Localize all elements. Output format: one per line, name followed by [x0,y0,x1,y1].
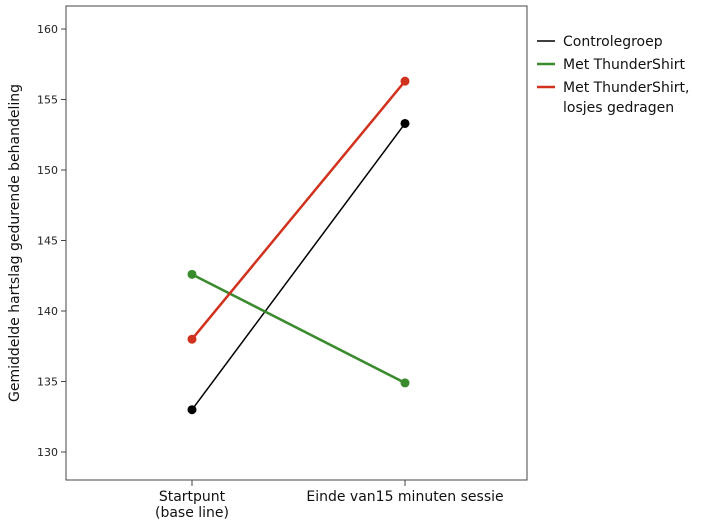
x-axis: Startpunt(base line) Einde van15 minuten … [155,480,504,521]
data-point [400,378,410,388]
data-point [187,269,197,279]
data-point [187,405,197,415]
series-group [187,76,410,344]
x-category-label: (base line) [155,505,229,521]
x-category-label: Einde van15 minuten sessie [306,489,503,505]
series-group [187,118,410,415]
y-tick-label: 145 [37,235,58,248]
y-tick-label: 160 [37,23,58,36]
data-point [400,118,410,128]
series-group [187,269,410,388]
legend-item: Met ThunderShirt [537,57,685,73]
legend-item: Controlegroep [537,34,663,50]
plot-frame [65,5,528,481]
legend: Controlegroep Met ThunderShirt Met Thunder… [537,34,689,116]
y-axis: 130 135 140 145 150 155 160 [37,23,66,459]
legend-label: Met ThunderShirt, [563,80,689,96]
y-tick-label: 150 [37,164,58,177]
series-line [191,80,406,340]
legend-label: Met ThunderShirt [563,57,685,73]
y-axis-title: Gemiddelde hartslag gedurende behandelin… [7,84,23,402]
series-line [191,273,406,385]
y-tick-label: 155 [37,94,58,107]
legend-label: Controlegroep [563,34,663,50]
legend-item: Met ThunderShirt, losjes gedragen [537,80,689,116]
series-line [191,123,406,411]
y-tick-label: 140 [37,305,58,318]
x-category-label: Startpunt [159,489,226,505]
legend-label: losjes gedragen [563,100,674,116]
data-point [187,334,197,344]
data-point [400,76,410,86]
y-tick-label: 135 [37,376,58,389]
series-layer [187,76,410,415]
y-tick-label: 130 [37,446,58,459]
